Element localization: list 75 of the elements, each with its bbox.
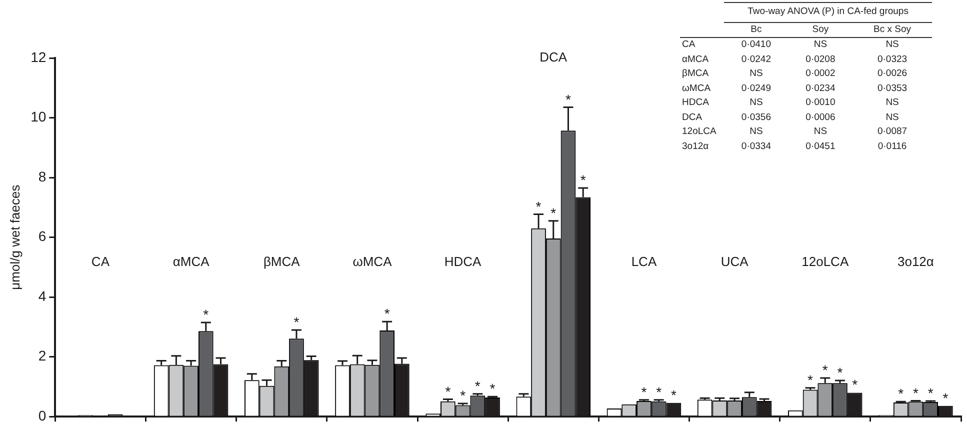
category-label: 12oLCA bbox=[682, 126, 716, 137]
text: 0·0010 bbox=[806, 97, 836, 108]
text: NS bbox=[750, 126, 763, 137]
x-tick-label: 12oLCA bbox=[802, 254, 849, 269]
x-tick-label: UCA bbox=[720, 254, 749, 269]
x-tick-label: ωMCA bbox=[352, 254, 392, 269]
y-axis-title: μmol/g wet faeces bbox=[7, 184, 22, 290]
text: 0·0334 bbox=[741, 140, 771, 152]
y-tick-label: 6 bbox=[38, 228, 46, 244]
text: NS bbox=[886, 39, 899, 50]
text: 0·0208 bbox=[806, 54, 836, 64]
category-label: ωMCA bbox=[682, 82, 711, 94]
x-tick-label: βMCA bbox=[263, 254, 300, 269]
data-label: * bbox=[912, 384, 919, 401]
text: NS bbox=[750, 68, 763, 79]
data-label: * bbox=[898, 386, 904, 402]
data-label: * bbox=[474, 378, 481, 394]
data-label: * bbox=[942, 390, 949, 406]
text: 0·0353 bbox=[877, 82, 908, 94]
data-label: * bbox=[928, 385, 934, 402]
category-label: 3o12α bbox=[682, 140, 709, 152]
x-tick-label: HDCA bbox=[444, 254, 482, 269]
data-label: * bbox=[445, 383, 452, 400]
data-label: * bbox=[566, 91, 572, 108]
text: 0·0410 bbox=[741, 39, 771, 50]
data-label: * bbox=[641, 384, 648, 400]
category-label: DCA bbox=[682, 112, 702, 122]
text: 0·0087 bbox=[877, 126, 908, 137]
text: 0·0451 bbox=[806, 140, 836, 152]
category-label: Bc bbox=[724, 22, 788, 38]
data-label: * bbox=[852, 376, 858, 393]
data-label: * bbox=[536, 198, 542, 214]
category-label: αMCA bbox=[682, 54, 709, 64]
data-label: * bbox=[808, 372, 814, 388]
category-label: HDCA bbox=[682, 97, 709, 108]
text: 0·0006 bbox=[806, 112, 836, 122]
x-tick-label: 3o12α bbox=[897, 254, 934, 269]
text: NS bbox=[814, 126, 828, 137]
data-label: * bbox=[384, 306, 390, 322]
category-label: CA bbox=[682, 39, 696, 50]
category-label: Soy bbox=[788, 22, 853, 38]
data-label: * bbox=[490, 380, 496, 397]
text: Two-way ANOVA (P) in CA-fed groups bbox=[724, 2, 932, 22]
y-tick-label: 10 bbox=[30, 108, 46, 125]
y-tick-label: 8 bbox=[38, 168, 46, 184]
text: 0·0026 bbox=[877, 68, 908, 79]
data-label: * bbox=[837, 364, 844, 380]
x-tick-label: LCA bbox=[631, 254, 657, 269]
y-tick-label: 4 bbox=[38, 288, 46, 304]
y-tick-label: 0 bbox=[38, 407, 46, 424]
x-tick-label: αMCA bbox=[172, 254, 210, 269]
data-label: * bbox=[460, 387, 466, 404]
text: 0·0323 bbox=[877, 54, 908, 64]
x-tick-label: CA bbox=[91, 254, 110, 269]
y-tick-label: 2 bbox=[38, 348, 46, 364]
y-tick-label: 12 bbox=[30, 48, 46, 65]
text: 0·0116 bbox=[878, 140, 907, 152]
data-label: * bbox=[822, 362, 828, 378]
category-label: βMCA bbox=[682, 68, 709, 79]
text: NS bbox=[886, 97, 899, 108]
text: NS bbox=[886, 112, 899, 122]
text: NS bbox=[814, 39, 828, 50]
category-label: Bc x Soy bbox=[852, 22, 932, 38]
data-label: * bbox=[203, 306, 210, 322]
text: 0·0356 bbox=[741, 112, 771, 122]
text: NS bbox=[750, 97, 763, 108]
text: 0·0249 bbox=[741, 82, 771, 94]
text: 0·0002 bbox=[806, 68, 836, 79]
data-label: * bbox=[670, 386, 677, 403]
data-label: * bbox=[580, 172, 586, 188]
data-label: * bbox=[656, 384, 662, 400]
data-label: * bbox=[294, 314, 300, 330]
text: 0·0234 bbox=[806, 82, 836, 94]
text: 0·0242 bbox=[741, 54, 771, 64]
data-label: * bbox=[550, 204, 557, 221]
